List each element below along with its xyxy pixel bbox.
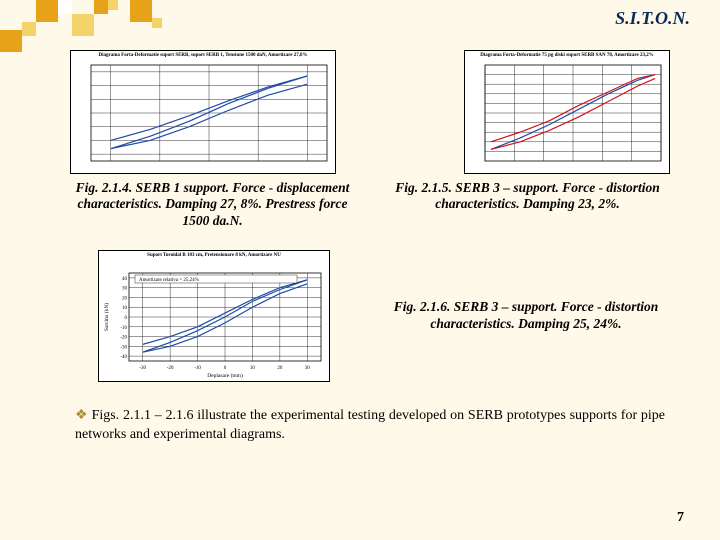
svg-text:-10: -10	[194, 366, 201, 371]
chart-3-wrap: Suport Toroidal B 103 cm, Pretensionare …	[70, 250, 358, 382]
body-text: Figs. 2.1.1 – 2.1.6 illustrate the exper…	[75, 408, 665, 442]
charts-row-1: Diagrama Forta-Deformatie suport SERB, s…	[70, 50, 670, 174]
svg-text:-20: -20	[120, 335, 127, 340]
svg-text:-10: -10	[120, 325, 127, 330]
chart-3-svg: -30 -20 -10 0 10 20 30 -40 -30 -20 -10 0 10 20 30 40 Amo…	[101, 261, 327, 379]
chart-1-wrap: Diagrama Forta-Deformatie suport SERB, s…	[70, 50, 336, 174]
chart-1: Diagrama Forta-Deformatie suport SERB, s…	[70, 50, 336, 174]
page-number: 7	[677, 510, 684, 526]
caption-3: Fig. 2.1.6. SERB 3 – support. Force - di…	[382, 299, 670, 333]
chart-2: Diagrama Forta-Deformatie 75 pg diski su…	[464, 50, 670, 174]
body-paragraph: ❖Figs. 2.1.1 – 2.1.6 illustrate the expe…	[70, 407, 670, 445]
chart-2-wrap: Diagrama Forta-Deformatie 75 pg diski su…	[464, 50, 670, 174]
svg-text:30: 30	[122, 286, 128, 291]
header-title: S.I.T.O.N.	[615, 8, 690, 29]
svg-text:-30: -30	[139, 366, 146, 371]
chart-2-svg	[467, 61, 667, 171]
chart-2-title: Diagrama Forta-Deformatie 75 pg diski su…	[467, 53, 667, 59]
bullet-diamond-icon: ❖	[75, 407, 88, 426]
chart-3: Suport Toroidal B 103 cm, Pretensionare …	[98, 250, 330, 382]
caption-2: Fig. 2.1.5. SERB 3 – support. Force - di…	[385, 180, 670, 231]
svg-text:10: 10	[250, 366, 256, 371]
svg-text:0: 0	[224, 366, 227, 371]
chart-1-svg	[73, 61, 333, 171]
row-2: Suport Toroidal B 103 cm, Pretensionare …	[70, 250, 670, 382]
captions-row-1: Fig. 2.1.4. SERB 1 support. Force - disp…	[70, 180, 670, 231]
svg-text:40: 40	[122, 277, 128, 282]
svg-text:0: 0	[125, 316, 128, 321]
svg-text:Amortizare relativa = 25,24%: Amortizare relativa = 25,24%	[139, 278, 199, 283]
chart-1-title: Diagrama Forta-Deformatie suport SERB, s…	[73, 53, 333, 59]
svg-text:-30: -30	[120, 345, 127, 350]
svg-text:20: 20	[277, 366, 283, 371]
svg-text:-40: -40	[120, 355, 127, 360]
chart-3-title: Suport Toroidal B 103 cm, Pretensionare …	[101, 253, 327, 259]
svg-text:30: 30	[305, 366, 311, 371]
caption-1: Fig. 2.1.4. SERB 1 support. Force - disp…	[70, 180, 355, 231]
svg-text:10: 10	[122, 306, 128, 311]
svg-text:-20: -20	[167, 366, 174, 371]
svg-text:Sarcina (kN): Sarcina (kN)	[103, 302, 110, 330]
page-content: Diagrama Forta-Deformatie suport SERB, s…	[0, 50, 720, 444]
svg-text:Deplasare (mm): Deplasare (mm)	[207, 372, 243, 379]
svg-text:20: 20	[122, 296, 128, 301]
